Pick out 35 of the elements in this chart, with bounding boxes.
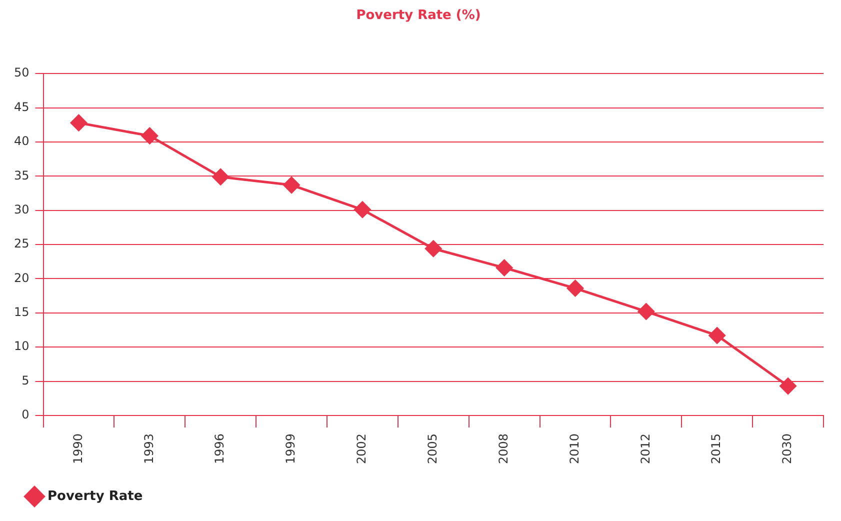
y-tick-label: 0	[22, 408, 30, 422]
point	[425, 240, 442, 257]
x-tick-label: 2030	[780, 433, 794, 464]
point	[780, 378, 796, 394]
y-tick-label: 20	[14, 270, 30, 285]
x-tick-label: 2002	[354, 433, 369, 464]
point	[354, 201, 371, 218]
x-tick-label: 2010	[567, 433, 582, 464]
chart-title: Poverty Rate (%)	[356, 8, 481, 24]
point	[496, 260, 513, 276]
y-tick-label: 40	[14, 134, 30, 148]
y-tick-label: 25	[14, 236, 30, 251]
point	[638, 303, 654, 320]
x-tick-label: 2015	[709, 433, 724, 464]
y-tick-label: 35	[14, 168, 30, 182]
y-tick-label: 10	[14, 339, 30, 354]
point	[283, 176, 300, 194]
x-tick-label: 1996	[212, 433, 227, 464]
legend-label: Poverty Rate	[48, 488, 143, 504]
x-tick-label: 2012	[638, 433, 652, 464]
x-tick-label: 1990	[70, 433, 85, 464]
x-tick-label: 2008	[496, 433, 510, 464]
x-tick-label: 1993	[142, 433, 156, 464]
point	[708, 327, 726, 344]
point	[70, 114, 87, 132]
x-tick-label: 2005	[426, 433, 440, 464]
x-tick-label: 1999	[284, 433, 298, 464]
point	[566, 280, 584, 297]
y-tick-label: 30	[14, 202, 30, 216]
y-tick-label: 5	[22, 373, 30, 388]
y-tick-label: 45	[14, 100, 30, 114]
y-tick-label: 50	[14, 66, 30, 80]
point	[141, 128, 158, 144]
y-tick-label: 15	[14, 305, 30, 320]
point	[212, 168, 229, 186]
